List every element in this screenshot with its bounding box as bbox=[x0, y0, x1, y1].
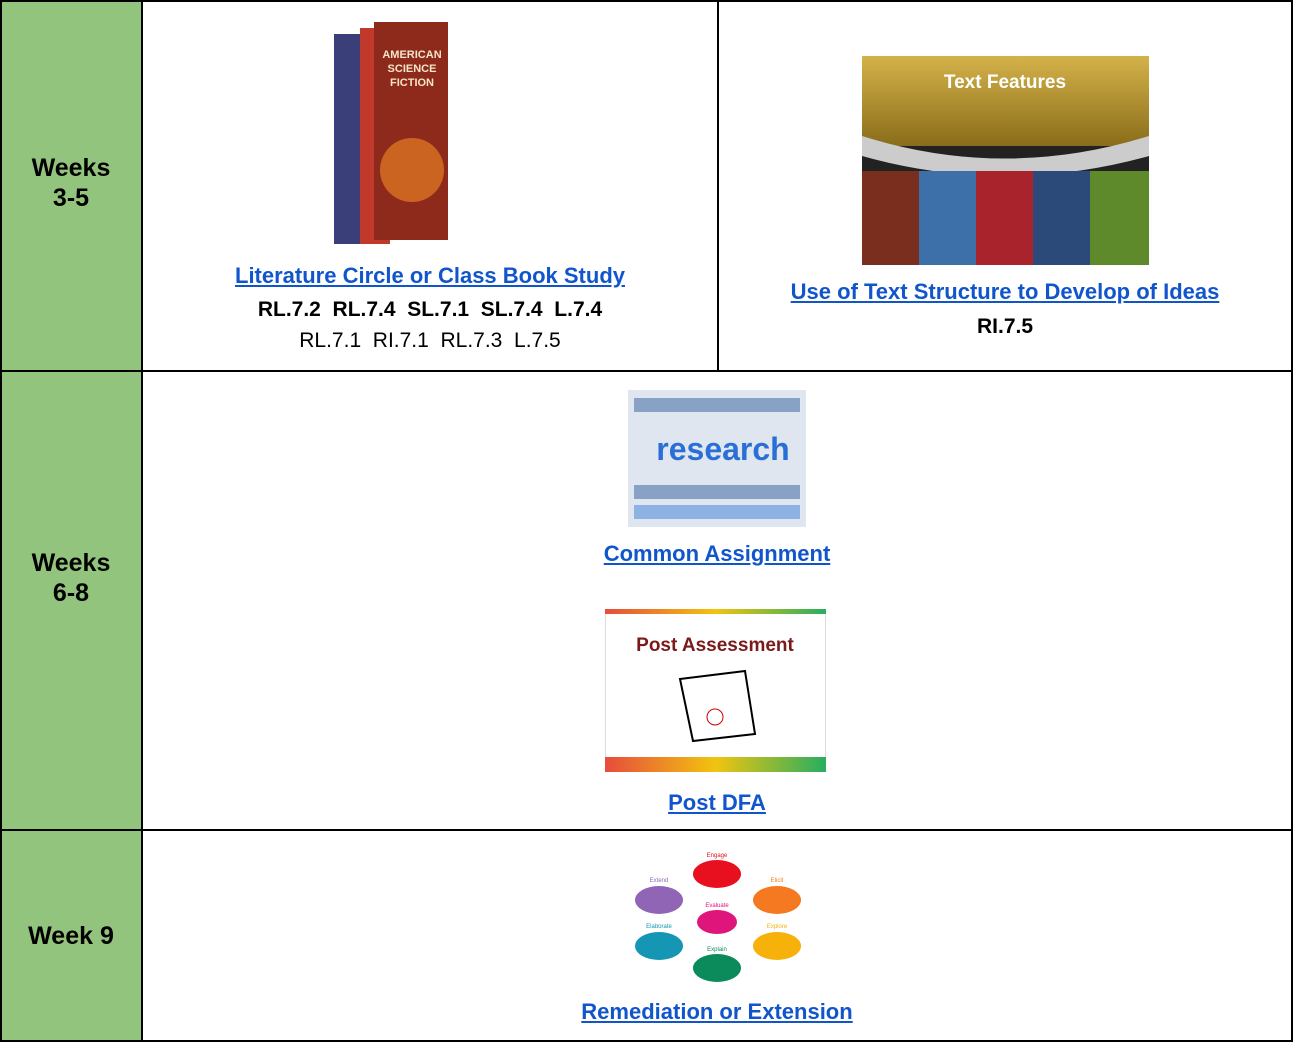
svg-text:Explore: Explore bbox=[767, 924, 788, 930]
border bbox=[0, 829, 1293, 831]
link[interactable]: Remediation or Extension bbox=[581, 999, 853, 1024]
standards-bold: RL.7.2 RL.7.4 SL.7.1 SL.7.4 L.7.4 bbox=[257, 298, 603, 321]
svg-text:Elaborate: Elaborate bbox=[646, 924, 672, 930]
week-label: Weeks 6-8 bbox=[31, 549, 111, 607]
svg-text:Post Assessment: Post Assessment bbox=[636, 635, 794, 656]
border bbox=[141, 0, 143, 1042]
link[interactable]: Use of Text Structure to Develop of Idea… bbox=[790, 279, 1220, 304]
research-image: research bbox=[628, 390, 806, 527]
text-features-image: Text Features bbox=[862, 56, 1149, 265]
standards: RL.7.1 RI.7.1 RL.7.3 L.7.5 bbox=[299, 329, 561, 352]
border bbox=[717, 0, 719, 371]
svg-text:Text Features: Text Features bbox=[944, 72, 1066, 93]
link[interactable]: Common Assignment bbox=[603, 541, 831, 566]
border bbox=[0, 1040, 1293, 1042]
book-image: AMERICAN SCIENCE FICTION bbox=[334, 22, 448, 244]
border bbox=[0, 0, 1293, 2]
svg-text:Explain: Explain bbox=[707, 947, 727, 953]
svg-text:Extend: Extend bbox=[650, 878, 669, 884]
week-label: Week 9 bbox=[28, 922, 114, 950]
post-assessment-image: Post Assessment bbox=[605, 609, 826, 772]
svg-text:FICTION: FICTION bbox=[390, 77, 434, 89]
standards-bold: RI.7.5 bbox=[976, 315, 1034, 338]
link[interactable]: Post DFA bbox=[668, 790, 766, 815]
link[interactable]: Literature Circle or Class Book Study bbox=[235, 263, 625, 288]
svg-text:SCIENCE: SCIENCE bbox=[388, 63, 437, 75]
border bbox=[0, 0, 2, 1042]
svg-text:Elicit: Elicit bbox=[771, 878, 784, 884]
border bbox=[0, 370, 1293, 372]
week-column bbox=[0, 0, 142, 1042]
cycle-image: Engage Elicit Explore Explain Elaborate … bbox=[622, 848, 812, 988]
week-label: Weeks 3-5 bbox=[31, 154, 111, 212]
svg-text:Engage: Engage bbox=[707, 853, 728, 859]
svg-text:research: research bbox=[656, 431, 789, 467]
border bbox=[1291, 0, 1293, 1042]
svg-text:AMERICAN: AMERICAN bbox=[382, 49, 441, 61]
svg-text:Evaluate: Evaluate bbox=[705, 903, 729, 909]
